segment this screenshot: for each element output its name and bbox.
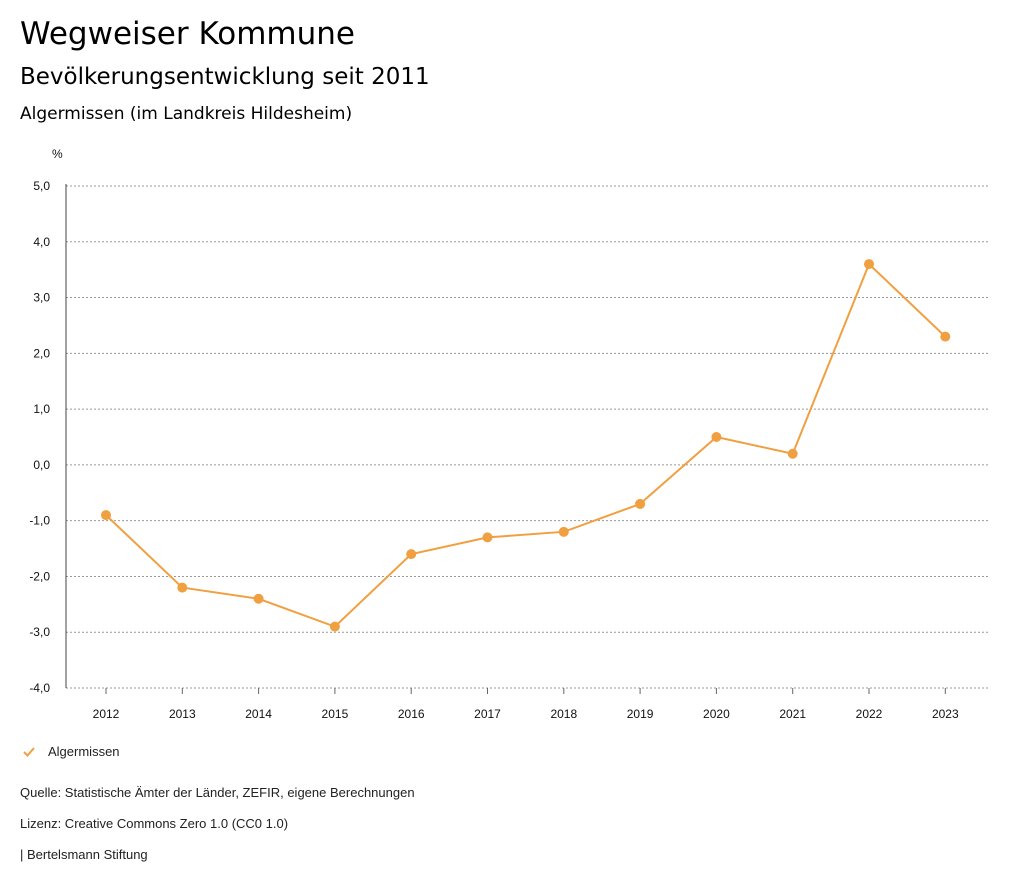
legend-label: Algermissen xyxy=(48,744,120,759)
data-point[interactable] xyxy=(711,432,722,442)
data-point[interactable] xyxy=(406,549,417,560)
region-title: Algermissen (im Landkreis Hildesheim) xyxy=(20,104,353,124)
data-point[interactable] xyxy=(864,259,874,270)
y-tick-label: 3,0 xyxy=(33,291,50,305)
y-tick-label: 2,0 xyxy=(33,346,50,360)
data-point[interactable] xyxy=(940,331,951,342)
x-tick-label: 2013 xyxy=(169,707,196,721)
y-tick-label: 1,0 xyxy=(33,402,50,416)
axes: % 5,0 4,0 3,0 2,0 1,0 0,0 -1,0 -2,0 -3,0 -4,0 2012 2… xyxy=(29,147,959,721)
y-tick-label: 5,0 xyxy=(33,179,50,193)
data-point[interactable] xyxy=(558,526,569,537)
y-tick-label: -1,0 xyxy=(29,514,50,528)
y-tick-label: -3,0 xyxy=(29,625,50,639)
data-point[interactable] xyxy=(787,448,798,459)
x-tick-label: 2017 xyxy=(474,707,501,721)
data-point[interactable] xyxy=(253,593,264,604)
y-tick-label: -4,0 xyxy=(29,681,50,695)
x-tick-label: 2022 xyxy=(856,707,883,721)
x-tick-label: 2021 xyxy=(779,707,806,721)
data-point[interactable] xyxy=(329,621,340,632)
x-tick-label: 2020 xyxy=(703,707,730,721)
x-tick-label: 2015 xyxy=(322,707,349,721)
y-tick-label: -2,0 xyxy=(29,569,50,583)
data-point[interactable] xyxy=(177,582,188,593)
grid-lines xyxy=(66,185,990,689)
series-layer xyxy=(101,259,951,632)
y-tick-label: 0,0 xyxy=(33,458,50,472)
x-tick-label: 2019 xyxy=(627,707,654,721)
line-chart: % 5,0 4,0 3,0 2,0 1,0 0,0 -1,0 -2,0 -3,0 -4,0 2012 2… xyxy=(29,147,990,721)
data-point[interactable] xyxy=(482,532,493,543)
y-unit-label: % xyxy=(52,147,63,161)
license-note: Lizenz: Creative Commons Zero 1.0 (CC0 1… xyxy=(20,816,289,831)
y-tick-label: 4,0 xyxy=(33,235,50,249)
check-icon xyxy=(23,746,35,757)
page-title: Wegweiser Kommune xyxy=(20,16,355,52)
source-note: Quelle: Statistische Ämter der Länder, Z… xyxy=(20,785,415,800)
series-line xyxy=(105,262,946,628)
x-tick-label: 2014 xyxy=(245,707,272,721)
data-point[interactable] xyxy=(101,510,111,521)
publisher-note: | Bertelsmann Stiftung xyxy=(20,847,148,862)
chart-subtitle: Bevölkerungsentwicklung seit 2011 xyxy=(20,64,430,90)
x-tick-label: 2023 xyxy=(932,707,959,721)
x-tick-label: 2018 xyxy=(550,707,577,721)
legend[interactable]: Algermissen xyxy=(22,744,120,759)
x-tick-label: 2012 xyxy=(93,707,120,721)
x-tick-label: 2016 xyxy=(398,707,425,721)
data-point[interactable] xyxy=(635,498,646,509)
